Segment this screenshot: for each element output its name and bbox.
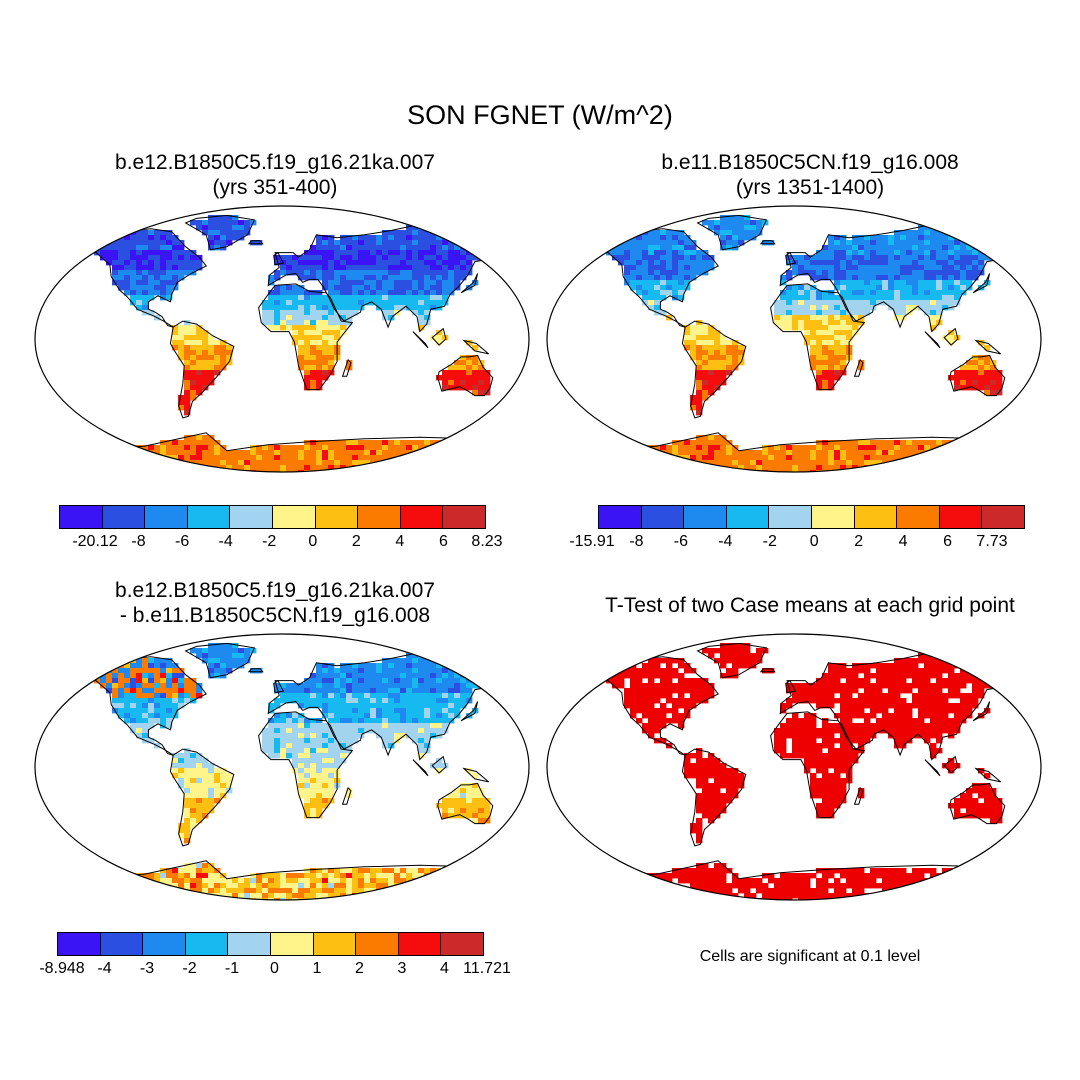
panel2-title-line2: (yrs 1351-1400) [735,176,885,199]
colorbar-tick-label: 4 [440,960,449,977]
colorbar-swatch [897,506,940,528]
colorbar-swatch [443,506,485,528]
colorbar-swatch [102,506,146,528]
colorbar-swatch [441,933,483,955]
map-border [546,205,1042,473]
colorbar-tick-label: -8 [131,533,146,550]
panel3-title-line2: - b.e11.B1850C5CN.f19_g16.008 [119,604,431,627]
colorbar-swatch [599,506,642,528]
colorbar-tick-label: -4 [718,533,733,550]
colorbar-tick-label: -6 [673,533,688,550]
colorbar-tick-label: -20.12 [72,533,118,550]
colorbar-swatch [726,506,770,528]
panel1-title-line2: (yrs 351-400) [212,176,338,199]
map-field [547,215,1041,472]
panel4-title-line1: T-Test of two Case means at each grid po… [605,594,1015,617]
colorbar-tick-label: -4 [218,533,233,550]
colorbar-tick-label: -2 [262,533,277,550]
colorbar-tick-label: 2 [355,960,364,977]
colorbar-swatch [769,506,812,528]
colorbar-swatch [145,506,188,528]
colorbar-swatch [272,506,316,528]
panel2-colorbar [598,505,1025,529]
colorbar-tick-label: 0 [270,960,279,977]
panel3-colorbar [57,932,484,956]
map-border [34,633,530,901]
colorbar-swatch [185,933,229,955]
colorbar-tick-label: -8.948 [39,960,85,977]
colorbar-tick-label: 7.73 [976,533,1008,550]
colorbar-swatch [641,506,685,528]
panel3-title-line1: b.e12.B1850C5.f19_g16.21ka.007 [115,579,435,602]
colorbar-swatch [100,933,144,955]
colorbar-tick-label: 1 [312,960,322,977]
colorbar-tick-label: -15.91 [569,533,615,550]
colorbar-swatch [398,933,442,955]
panel3-map [34,633,530,901]
main-title: SON FGNET (W/m^2) [407,100,673,130]
panel1-colorbar [59,505,486,529]
colorbar-tick-label: 2 [854,533,864,550]
panel3-title: b.e12.B1850C5.f19_g16.21ka.007 - b.e11.B… [20,578,530,628]
colorbar-tick-label: -2 [762,533,777,550]
colorbar-swatch [982,506,1024,528]
colorbar-swatch [854,506,898,528]
colorbar-tick-label: 6 [943,533,952,550]
colorbar-swatch [684,506,727,528]
panel4-title: T-Test of two Case means at each grid po… [555,593,1065,618]
panel2-map [546,205,1042,473]
colorbar-tick-label: -6 [174,533,190,550]
coastlines [35,214,529,472]
colorbar-tick-label: 4 [898,533,908,550]
colorbar-tick-label: -3 [139,960,155,977]
colorbar-swatch [315,506,359,528]
colorbar-tick-label: 6 [438,533,448,550]
colorbar-swatch [270,933,314,955]
map-field [35,643,529,900]
panel1-title-line1: b.e12.B1850C5.f19_g16.21ka.007 [115,151,435,174]
panel1-map [34,205,530,473]
colorbar-tick-label: -1 [224,960,240,977]
colorbar-swatch [400,506,444,528]
colorbar-tick-label: -4 [97,960,112,977]
panel1-title: b.e12.B1850C5.f19_g16.21ka.007 (yrs 351-… [20,150,530,200]
colorbar-swatch [358,506,401,528]
map-field [547,643,1041,900]
coastlines [547,214,1041,472]
colorbar-tick-label: -8 [629,533,644,550]
colorbar-swatch [228,933,271,955]
panel2-title: b.e11.B1850C5CN.f19_g16.008 (yrs 1351-14… [555,150,1065,200]
colorbar-tick-label: 0 [809,533,819,550]
colorbar-tick-label: 2 [351,533,361,550]
colorbar-tick-label: 8.23 [471,533,503,550]
panel2-title-line1: b.e11.B1850C5CN.f19_g16.008 [661,151,959,174]
colorbar-tick-label: 3 [397,960,407,977]
colorbar-swatch [811,506,855,528]
colorbar-swatch [313,933,357,955]
colorbar-swatch [356,933,399,955]
map-border [546,633,1042,901]
colorbar-swatch [230,506,273,528]
panel4-map [546,633,1042,901]
colorbar-tick-label: 11.721 [463,960,511,977]
colorbar-swatch [143,933,186,955]
colorbar-swatch [58,933,101,955]
colorbar-tick-label: -2 [182,960,197,977]
colorbar-swatch [187,506,231,528]
map-field [35,215,529,472]
coastlines [547,642,1041,900]
colorbar-tick-label: 4 [395,533,405,550]
colorbar-swatch [939,506,983,528]
colorbar-swatch [60,506,103,528]
colorbar-tick-label: 0 [308,533,318,550]
coastlines [35,642,529,900]
significance-note: Cells are significant at 0.1 level [699,948,921,965]
map-border [34,205,530,473]
